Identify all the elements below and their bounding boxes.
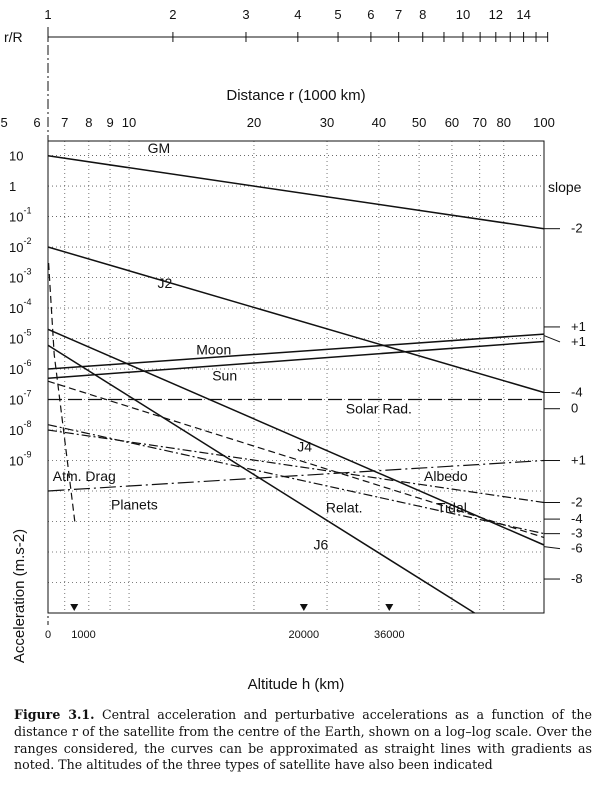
distance-tick-label: 30 <box>320 115 334 130</box>
distance-tick-label: 5 <box>1 115 8 130</box>
y-tick-label: 10-5 <box>9 328 31 347</box>
y-axis-label: Acceleration (m.s-2) <box>11 529 28 663</box>
satellite-marker <box>70 604 79 611</box>
series-line-j2 <box>47 246 545 394</box>
slope-label: +1 <box>571 453 586 468</box>
distance-tick-label: 6 <box>33 115 40 130</box>
rR-tick-label: 14 <box>516 7 530 22</box>
y-tick-label: 10-6 <box>9 358 31 377</box>
rR-tick-label: 1 <box>44 7 51 22</box>
slope-label: +1 <box>571 334 586 349</box>
altitude-tick-label: 1000 <box>71 629 95 641</box>
slope-label: -2 <box>571 495 583 510</box>
y-tick-label: 10-3 <box>9 267 31 286</box>
series-line-gm <box>47 155 545 230</box>
labels: GM J2 Moon Sun Solar Rad. J4 Atm. Drag Planets R… <box>53 140 586 586</box>
distance-tick-label: 9 <box>106 115 113 130</box>
series-label: Moon <box>196 341 231 357</box>
altitude-tick-label: 20000 <box>289 629 320 641</box>
series-label: Albedo <box>424 468 468 484</box>
series-label: Tidal <box>437 499 467 515</box>
rR-axis-label: r/R <box>4 29 23 45</box>
y-tick-label: 10 <box>9 149 23 164</box>
y-tick-label: 10-8 <box>9 419 31 438</box>
y-tick-label: 10-2 <box>9 236 31 255</box>
series-label: Relat. <box>326 499 363 515</box>
rR-tick-label: 3 <box>242 7 249 22</box>
y-tick-label: 1 <box>9 179 16 194</box>
series-line-atm-drag <box>48 262 76 522</box>
altitude-tick-label: 36000 <box>374 629 405 641</box>
rR-tick-label: 7 <box>395 7 402 22</box>
slope-label: 0 <box>571 401 578 416</box>
series-label: J2 <box>157 275 172 291</box>
y-tick-label: 10-1 <box>9 206 31 225</box>
series-label: Sun <box>212 368 237 384</box>
series-line-j4 <box>47 328 545 546</box>
series-line-planets <box>47 459 545 492</box>
rR-tick-label: 10 <box>456 7 470 22</box>
distance-tick-label: 100 <box>533 115 555 130</box>
series-line-moon <box>47 333 545 370</box>
distance-tick-label: 60 <box>445 115 459 130</box>
slope-label: -3 <box>571 526 583 541</box>
distance-tick-label: 10 <box>122 115 136 130</box>
distance-axis-label: Distance r (1000 km) <box>226 87 365 104</box>
figure-caption-text: Central acceleration and perturbative ac… <box>14 707 592 773</box>
series-line-tidal <box>47 380 545 539</box>
rR-tick-label: 12 <box>489 7 503 22</box>
series-label: J6 <box>314 537 329 553</box>
satellite-marker <box>385 604 394 611</box>
y-tick-label: 10-9 <box>9 450 31 469</box>
slope-header: slope <box>548 179 582 195</box>
plot-frame <box>47 140 545 614</box>
figure-caption: Figure 3.1. Central acceleration and per… <box>14 707 592 774</box>
x-axis-label: Altitude h (km) <box>248 676 345 693</box>
y-tick-label: 10-4 <box>9 297 31 316</box>
distance-tick-label: 50 <box>412 115 426 130</box>
series-line-j6 <box>47 344 475 614</box>
slope-label: -4 <box>571 384 583 399</box>
slope-label: +1 <box>571 319 586 334</box>
distance-tick-label: 20 <box>247 115 261 130</box>
slope-leader-line <box>543 546 561 550</box>
rR-tick-label: 8 <box>419 7 426 22</box>
series-label: Solar Rad. <box>346 400 412 416</box>
grid-lines <box>48 141 544 613</box>
altitude-tick-label: 0 <box>45 629 51 641</box>
series-label: GM <box>148 140 171 156</box>
slope-label: -2 <box>571 221 583 236</box>
distance-tick-label: 8 <box>85 115 92 130</box>
slope-label: -6 <box>571 541 583 556</box>
distance-tick-label: 70 <box>472 115 486 130</box>
rR-tick-label: 4 <box>294 7 301 22</box>
slope-leader-line <box>543 335 561 343</box>
distance-tick-label: 80 <box>497 115 511 130</box>
slope-label: -8 <box>571 571 583 586</box>
rR-tick-label: 5 <box>334 7 341 22</box>
distance-tick-label: 40 <box>372 115 386 130</box>
distance-tick-label: 7 <box>61 115 68 130</box>
rR-tick-label: 6 <box>367 7 374 22</box>
series-line-relat <box>47 429 545 504</box>
y-tick-label: 10-7 <box>9 389 31 408</box>
series-label: J4 <box>297 438 312 454</box>
slope-label: -4 <box>571 511 583 526</box>
figure-caption-label: Figure 3.1. <box>14 707 95 722</box>
series-label: Planets <box>111 496 158 512</box>
rR-tick-label: 2 <box>169 7 176 22</box>
series-lines <box>47 155 545 614</box>
satellite-marker <box>299 604 308 611</box>
series-line-sun <box>47 340 545 379</box>
series-label: Atm. Drag <box>53 468 116 484</box>
